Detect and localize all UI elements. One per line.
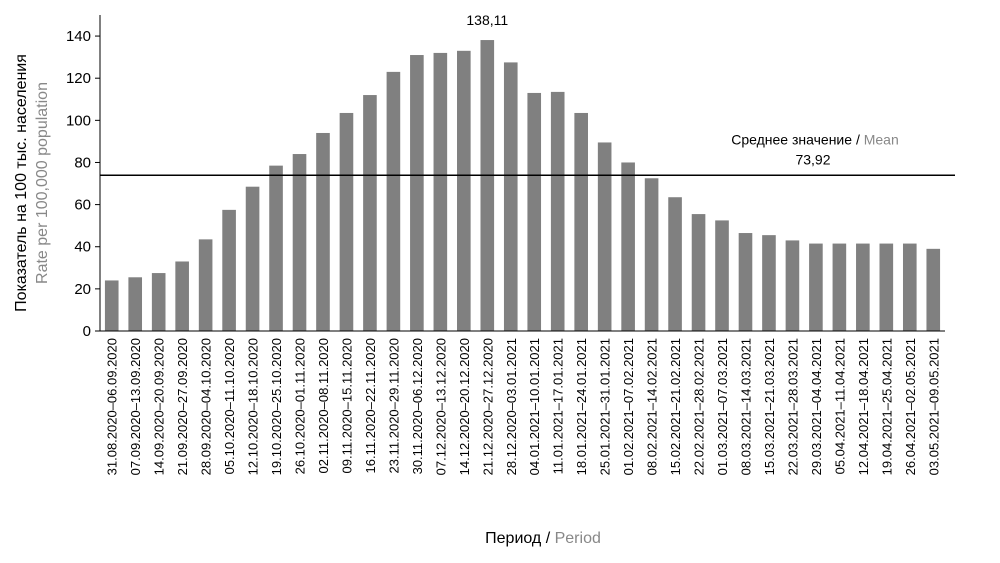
- bar: [457, 50, 471, 332]
- x-tick-label: 21.12.2020–27.12.2020: [480, 338, 495, 475]
- bar: [668, 197, 682, 331]
- bar: [480, 40, 495, 331]
- y-axis-title-en: Rate per 100,000 population: [34, 82, 51, 284]
- bar: [738, 233, 753, 331]
- bar: [809, 243, 823, 331]
- x-tick-label: 04.01.2021–10.01.2021: [527, 338, 542, 475]
- x-tick-label: 12.10.2020–18.10.2020: [246, 338, 261, 475]
- y-tick-label: 100: [66, 112, 91, 129]
- x-axis-title-ru: Период: [485, 530, 542, 547]
- x-axis: 31.08.2020–06.09.2020 07.09.2020–13.09.20…: [105, 338, 942, 475]
- bar: [621, 162, 635, 331]
- mean-label-separator: /: [856, 131, 864, 147]
- x-tick-label: 07.09.2020–13.09.2020: [128, 338, 143, 475]
- bar: [550, 91, 565, 331]
- x-tick-label: 12.04.2021–18.04.2021: [856, 338, 871, 475]
- x-tick-label: 19.10.2020–25.10.2020: [269, 338, 284, 475]
- bar: [691, 214, 706, 331]
- bar: [856, 243, 870, 331]
- x-tick-label: 07.12.2020–13.12.2020: [433, 338, 448, 475]
- bar: [785, 240, 800, 331]
- y-tick-label: 40: [74, 239, 91, 256]
- x-tick-label: 09.11.2020–15.11.2020: [339, 338, 354, 473]
- x-tick-label: 02.11.2020–08.11.2020: [316, 338, 331, 473]
- bar: [245, 186, 260, 331]
- x-axis-title-separator: /: [546, 530, 555, 547]
- x-tick-label: 30.11.2020–06.12.2020: [410, 338, 425, 474]
- bar: [433, 52, 448, 332]
- bar: [762, 235, 776, 331]
- bar: [175, 261, 189, 331]
- bar: [926, 248, 941, 331]
- y-tick-label: 60: [74, 197, 91, 214]
- x-axis-title: Период / Period: [485, 530, 601, 547]
- bar: [104, 280, 119, 331]
- x-tick-label: 25.01.2021–31.01.2021: [598, 338, 613, 475]
- bar: [597, 142, 612, 331]
- y-tick-label: 80: [74, 154, 91, 171]
- bar: [503, 62, 518, 332]
- y-tick-label: 20: [74, 281, 91, 298]
- bar: [316, 132, 330, 331]
- x-tick-label: 14.09.2020–20.09.2020: [152, 338, 167, 475]
- x-tick-label: 28.09.2020–04.10.2020: [199, 338, 214, 475]
- y-axis: 0 20 40 60 80 100 120 140: [66, 15, 101, 340]
- x-tick-label: 26.10.2020–01.11.2020: [293, 338, 308, 474]
- y-tick-label: 0: [83, 323, 91, 340]
- x-tick-label: 19.04.2021–25.04.2021: [879, 338, 894, 475]
- bar: [527, 92, 542, 332]
- y-tick-label: 140: [66, 28, 91, 45]
- x-tick-label: 22.02.2021–28.02.2021: [692, 338, 707, 475]
- x-tick-label: 05.10.2020–11.10.2020: [222, 338, 237, 474]
- x-tick-label: 31.08.2020–06.09.2020: [105, 338, 120, 475]
- mean-label-en: Mean: [864, 131, 899, 147]
- mean-label-ru: Среднее значение: [731, 131, 852, 147]
- bar: [292, 154, 307, 331]
- bar: [128, 277, 143, 331]
- x-tick-label: 29.03.2021–04.04.2021: [809, 338, 824, 475]
- peak-value-label: 138,11: [466, 12, 508, 28]
- y-tick-label: 120: [66, 70, 91, 87]
- x-tick-label: 08.02.2021–14.02.2021: [645, 338, 660, 475]
- x-tick-label: 21.09.2020–27.09.2020: [175, 338, 190, 475]
- x-tick-label: 15.02.2021–21.02.2021: [668, 338, 683, 475]
- x-tick-label: 28.12.2020–03.01.2021: [504, 338, 519, 475]
- x-tick-label: 01.03.2021–07.03.2021: [715, 338, 730, 475]
- x-tick-label: 22.03.2021–28.03.2021: [785, 338, 800, 475]
- bar: [386, 71, 401, 331]
- bar: [222, 209, 236, 331]
- x-axis-title-en: Period: [555, 530, 601, 547]
- bar: [410, 55, 424, 331]
- mean-label: Среднее значение / Mean: [731, 131, 899, 147]
- x-tick-label: 26.04.2021–02.05.2021: [903, 338, 918, 475]
- bar: [574, 112, 588, 332]
- bar: [269, 165, 283, 331]
- bar: [363, 95, 377, 331]
- x-tick-label: 01.02.2021–07.02.2021: [621, 338, 636, 475]
- x-tick-label: 23.11.2020–29.11.2020: [386, 338, 401, 473]
- bar: [339, 112, 354, 332]
- bar: [832, 243, 847, 331]
- bar: [902, 243, 917, 331]
- y-axis-title-ru: Показатель на 100 тыс. населения: [13, 54, 30, 312]
- x-tick-label: 11.01.2021–17.01.2021: [551, 338, 566, 474]
- bar: [151, 273, 166, 331]
- x-tick-label: 15.03.2021–21.03.2021: [762, 338, 777, 475]
- x-tick-label: 18.01.2021–24.01.2021: [574, 338, 589, 475]
- x-tick-label: 03.05.2021–09.05.2021: [926, 338, 941, 475]
- bar: [879, 243, 894, 331]
- x-tick-label: 16.11.2020–22.11.2020: [363, 338, 378, 473]
- x-tick-label: 08.03.2021–14.03.2021: [738, 338, 753, 475]
- bar-series: [104, 40, 941, 332]
- mean-value-label: 73,92: [795, 151, 830, 167]
- x-tick-label: 14.12.2020–20.12.2020: [457, 338, 472, 475]
- x-tick-label: 05.04.2021–11.04.2021: [832, 338, 847, 474]
- bar: [715, 220, 729, 331]
- bar: [198, 239, 213, 331]
- bar: [644, 178, 659, 331]
